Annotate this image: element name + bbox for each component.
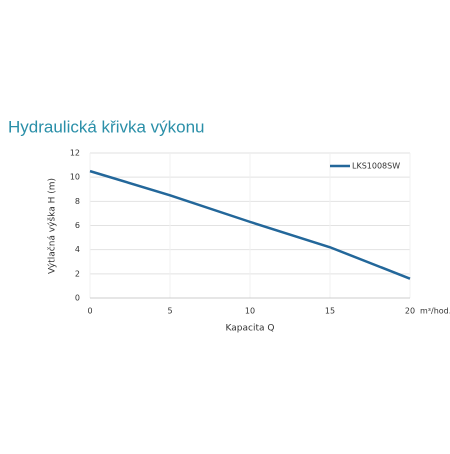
x-unit: m³/hod. — [420, 307, 450, 316]
y-tick-label: 0 — [75, 294, 80, 303]
data-line — [89, 169, 411, 280]
y-tick-label: 2 — [75, 269, 80, 278]
x-tick-label: 20 — [405, 307, 415, 316]
x-tick-label: 15 — [325, 307, 335, 316]
x-tick-label: 0 — [87, 307, 92, 316]
y-tick-label: 6 — [75, 221, 80, 230]
y-tick-label: 12 — [70, 149, 80, 158]
y-axis-label: Výtlačná výška H (m) — [47, 178, 58, 274]
y-tick-label: 4 — [75, 245, 80, 254]
chart-title: Hydraulická křivka výkonu — [8, 117, 205, 136]
x-tick-label: 10 — [245, 307, 255, 316]
x-axis-label: Kapacita Q — [226, 324, 275, 334]
x-tick-label: 5 — [167, 307, 172, 316]
legend-label: LKS1008SW — [352, 162, 400, 171]
y-tick-label: 10 — [70, 173, 80, 182]
y-tick-label: 8 — [75, 197, 80, 206]
